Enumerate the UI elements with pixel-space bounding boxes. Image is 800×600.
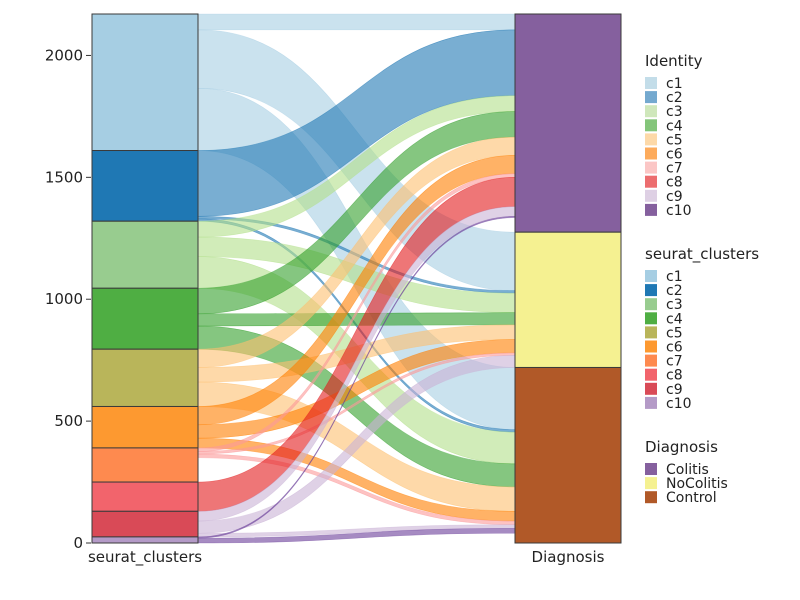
legend-label: c4 <box>666 311 683 327</box>
legend-label: c2 <box>666 90 683 106</box>
axis-label-diagnosis: Diagnosis <box>532 548 605 566</box>
legend-swatch <box>645 77 657 89</box>
legend-swatch <box>645 161 657 174</box>
legend-label: c1 <box>666 269 683 285</box>
legend-label: c3 <box>666 297 683 313</box>
y-tick-label: 1500 <box>45 168 83 186</box>
legend-label: c10 <box>666 396 692 412</box>
legend-swatch <box>645 396 657 409</box>
legend-label: c1 <box>666 76 683 92</box>
legend-swatch <box>645 326 657 339</box>
legend-title: Diagnosis <box>645 438 718 456</box>
stratum-c5 <box>91 348 199 407</box>
legend-swatch <box>645 91 657 104</box>
stratum-c1 <box>91 13 199 152</box>
legend-swatch <box>645 298 657 311</box>
stratum-c2 <box>91 150 199 222</box>
axis-label-seurat-clusters: seurat_clusters <box>88 548 202 567</box>
legend-swatch <box>645 147 657 160</box>
legend-label: c8 <box>666 175 683 191</box>
legend-swatch <box>645 382 657 395</box>
legend-swatch <box>645 463 657 475</box>
legend-label: c9 <box>666 382 683 398</box>
stratum-c3 <box>91 220 199 289</box>
legend-swatch <box>645 491 657 504</box>
legend-swatch <box>645 189 657 202</box>
stratum-c6 <box>91 405 199 449</box>
legend-label: Control <box>666 490 717 506</box>
legend-swatch <box>645 105 657 118</box>
y-tick-label: 1000 <box>45 290 83 308</box>
legend-title: seurat_clusters <box>645 245 759 264</box>
legend-label: c6 <box>666 340 683 356</box>
legend-label: Colitis <box>666 462 709 478</box>
legend-label: c5 <box>666 325 683 341</box>
legend-swatch <box>645 368 657 381</box>
legend-swatch <box>645 340 657 353</box>
stratum-nocolitis <box>514 231 622 368</box>
legend-swatch <box>645 477 657 490</box>
y-axis: 0 500 1000 1500 2000 <box>45 46 91 552</box>
legend-label: c8 <box>666 368 683 384</box>
legend-label: c4 <box>666 118 683 134</box>
flows-layer <box>197 13 516 544</box>
legend-label: c6 <box>666 147 683 163</box>
legend-label: c2 <box>666 283 683 299</box>
legend-swatch <box>645 203 657 216</box>
stratum-c7 <box>91 447 199 483</box>
stratum-c10 <box>91 536 199 544</box>
legend-swatch <box>645 270 657 282</box>
legend-swatch <box>645 133 657 146</box>
legend-label: c10 <box>666 203 692 219</box>
legend-swatch <box>645 284 657 297</box>
stratum-c4 <box>91 287 199 350</box>
y-tick-label: 0 <box>73 534 83 552</box>
strata-layer <box>91 13 622 544</box>
legend-label: c9 <box>666 189 683 205</box>
legend-swatch <box>645 119 657 132</box>
legend-label: c5 <box>666 132 683 148</box>
stratum-colitis <box>514 13 622 233</box>
stratum-c9 <box>91 510 199 538</box>
legend-label: c3 <box>666 104 683 120</box>
flow-c1-colitis <box>197 13 516 31</box>
legend-label: c7 <box>666 161 683 177</box>
legend-label: NoColitis <box>666 476 728 492</box>
y-tick-label: 500 <box>54 412 83 430</box>
legend-swatch <box>645 175 657 188</box>
y-tick-label: 2000 <box>45 46 83 64</box>
legend-swatch <box>645 354 657 367</box>
legend-title: Identity <box>645 52 703 70</box>
stratum-c8 <box>91 481 199 512</box>
legend-swatch <box>645 312 657 325</box>
legend-label: c7 <box>666 354 683 370</box>
stratum-control <box>514 366 622 544</box>
legend: Identityc1c2c3c4c5c6c7c8c9c10seurat_clus… <box>645 52 759 506</box>
